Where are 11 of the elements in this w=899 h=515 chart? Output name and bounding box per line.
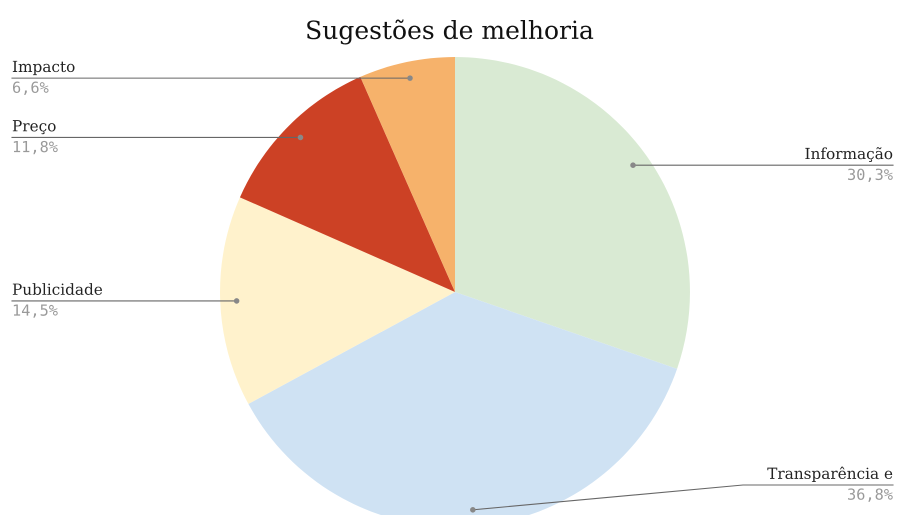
data-label: 30,3% (848, 168, 893, 182)
data-label: 36,8% (848, 488, 893, 502)
slice-label: Preço (12, 120, 56, 134)
data-label: 6,6% (12, 81, 49, 95)
slice-label: Transparência e (767, 466, 892, 482)
slice-label: Informação (805, 147, 892, 162)
slice-label: Impacto (12, 60, 75, 76)
data-label: 14,5% (14, 304, 58, 318)
slice-label: Publicidade (12, 283, 102, 295)
chart-title: Sugestões de melhoria (307, 20, 594, 44)
data-label: 11,8% (14, 140, 58, 154)
